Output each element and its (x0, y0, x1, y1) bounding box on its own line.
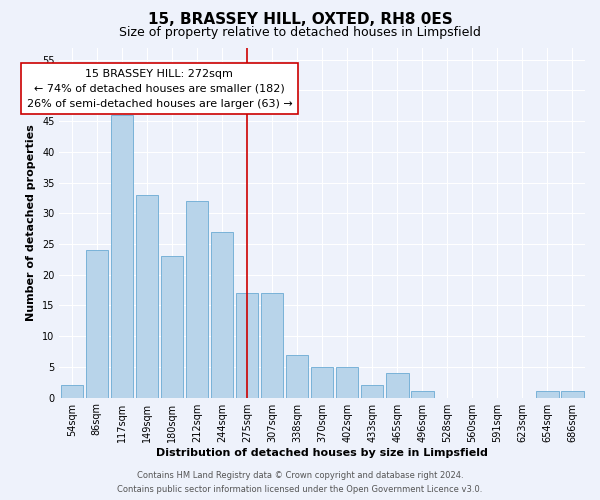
Bar (386, 373, 409, 398)
Text: Size of property relative to detached houses in Limpsfield: Size of property relative to detached ho… (119, 26, 481, 39)
Bar (136, 195, 158, 398)
Text: 15, BRASSEY HILL, OXTED, RH8 0ES: 15, BRASSEY HILL, OXTED, RH8 0ES (148, 12, 452, 28)
Bar (336, 367, 358, 398)
Bar (86, 250, 108, 398)
Bar (161, 256, 183, 398)
Bar (311, 367, 334, 398)
Bar (561, 392, 584, 398)
Bar (61, 386, 83, 398)
Y-axis label: Number of detached properties: Number of detached properties (26, 124, 37, 321)
Bar (536, 392, 559, 398)
Bar (261, 293, 283, 398)
Bar (110, 115, 133, 398)
Text: Contains HM Land Registry data © Crown copyright and database right 2024.
Contai: Contains HM Land Registry data © Crown c… (118, 472, 482, 494)
X-axis label: Distribution of detached houses by size in Limpsfield: Distribution of detached houses by size … (156, 448, 488, 458)
Bar (211, 232, 233, 398)
Bar (361, 386, 383, 398)
Bar (411, 392, 434, 398)
Text: 15 BRASSEY HILL: 272sqm
← 74% of detached houses are smaller (182)
26% of semi-d: 15 BRASSEY HILL: 272sqm ← 74% of detache… (26, 69, 292, 108)
Bar (186, 201, 208, 398)
Bar (286, 354, 308, 398)
Bar (236, 293, 259, 398)
